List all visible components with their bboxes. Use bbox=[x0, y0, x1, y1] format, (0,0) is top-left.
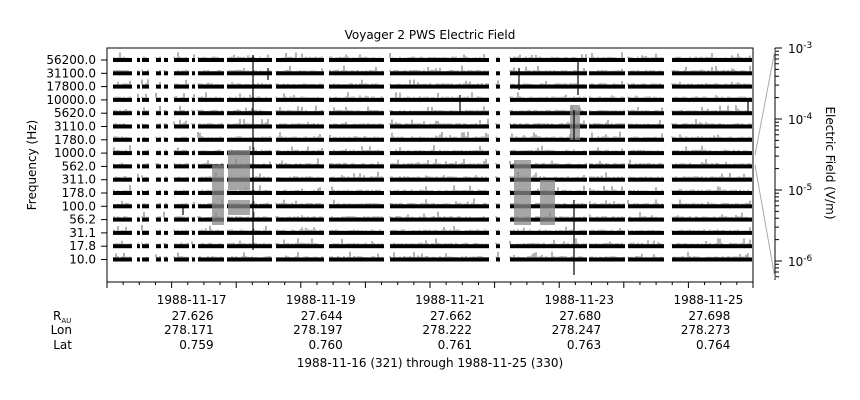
y-tick-label: 178.0 bbox=[62, 186, 96, 200]
channel-strip bbox=[113, 211, 752, 222]
colorbar: 10-3 10-4 10-5 10-6 bbox=[754, 41, 813, 280]
colorbar-tick-label: 10-4 bbox=[788, 112, 813, 127]
y-tick-label: 5620.0 bbox=[54, 106, 96, 120]
channel-strip bbox=[113, 118, 752, 129]
channel-strip bbox=[113, 52, 752, 62]
ephemeris-lon-value: 278.171 bbox=[164, 323, 214, 337]
y-tick-label: 17.8 bbox=[69, 239, 96, 253]
channel-strip bbox=[113, 185, 752, 195]
ephemeris-r-value: 27.662 bbox=[430, 309, 472, 323]
ephemeris-lon-value: 278.197 bbox=[293, 323, 343, 337]
y-tick-label: 10.0 bbox=[69, 253, 96, 267]
ephemeris-r-value: 27.644 bbox=[301, 309, 343, 323]
channel-strip bbox=[113, 79, 752, 89]
ephemeris-lat-value: 0.761 bbox=[438, 338, 472, 352]
y-axis: 56200.031100.017800.010000.05620.03110.0… bbox=[46, 53, 107, 267]
colorbar-label: Electric Field (V/m) bbox=[823, 106, 837, 219]
y-tick-label: 1000.0 bbox=[54, 146, 96, 160]
x-axis: 1988-11-17 1988-11-19 1988-11-21 1988-11-23… bbox=[106, 282, 754, 307]
y-tick-label: 311.0 bbox=[62, 173, 96, 187]
ephemeris-lat-value: 0.763 bbox=[567, 338, 601, 352]
y-tick-label: 562.0 bbox=[62, 159, 96, 173]
channel-strip bbox=[113, 65, 752, 76]
ephemeris-lon-value: 278.247 bbox=[552, 323, 602, 337]
channel-strip bbox=[113, 145, 752, 156]
y-tick-label: 56200.0 bbox=[46, 53, 96, 67]
colorbar-tick-label: 10-6 bbox=[788, 254, 813, 269]
ephemeris-row-label-lat: Lat bbox=[53, 338, 72, 352]
ephemeris-r-value: 27.698 bbox=[688, 309, 730, 323]
y-tick-label: 31.1 bbox=[69, 226, 96, 240]
y-tick-label: 100.0 bbox=[62, 199, 96, 213]
channel-strip bbox=[113, 105, 752, 116]
ephemeris-table: RAULonLat27.626278.1710.75927.644278.197… bbox=[51, 309, 731, 352]
x-tick-label: 1988-11-23 bbox=[544, 293, 614, 307]
ephemeris-lon-value: 278.273 bbox=[681, 323, 731, 337]
chart-title: Voyager 2 PWS Electric Field bbox=[345, 28, 516, 42]
ephemeris-r-value: 27.626 bbox=[172, 309, 214, 323]
colorbar-tick-label: 10-5 bbox=[788, 183, 812, 198]
channel-strip bbox=[113, 251, 752, 262]
ephemeris-lat-value: 0.760 bbox=[308, 338, 342, 352]
ephemeris-r-value: 27.680 bbox=[559, 309, 601, 323]
y-tick-label: 31100.0 bbox=[46, 66, 96, 80]
x-tick-label: 1988-11-17 bbox=[157, 293, 227, 307]
y-tick-label: 3110.0 bbox=[54, 120, 96, 134]
channel-strip bbox=[113, 131, 752, 142]
channel-strip bbox=[113, 238, 752, 249]
y-tick-label: 1780.0 bbox=[54, 133, 96, 147]
ephemeris-lon-value: 278.222 bbox=[422, 323, 472, 337]
channel-strip bbox=[113, 92, 752, 102]
colorbar-tick-label: 10-3 bbox=[788, 41, 812, 56]
y-tick-label: 56.2 bbox=[69, 213, 96, 227]
time-range-footer: 1988-11-16 (321) through 1988-11-25 (330… bbox=[297, 356, 563, 370]
y-tick-label: 10000.0 bbox=[46, 93, 96, 107]
x-tick-label: 1988-11-25 bbox=[674, 293, 744, 307]
x-tick-label: 1988-11-19 bbox=[286, 293, 356, 307]
spectrogram-strips bbox=[113, 52, 752, 275]
channel-strip bbox=[113, 225, 752, 235]
ephemeris-lat-value: 0.764 bbox=[696, 338, 730, 352]
y-axis-label: Frequency (Hz) bbox=[25, 120, 39, 211]
ephemeris-lat-value: 0.759 bbox=[179, 338, 213, 352]
x-tick-label: 1988-11-21 bbox=[415, 293, 485, 307]
y-tick-label: 17800.0 bbox=[46, 80, 96, 94]
channel-strip bbox=[113, 171, 752, 182]
channel-strip bbox=[113, 158, 752, 169]
channel-strip bbox=[113, 198, 752, 209]
ephemeris-row-label-lon: Lon bbox=[51, 323, 72, 337]
